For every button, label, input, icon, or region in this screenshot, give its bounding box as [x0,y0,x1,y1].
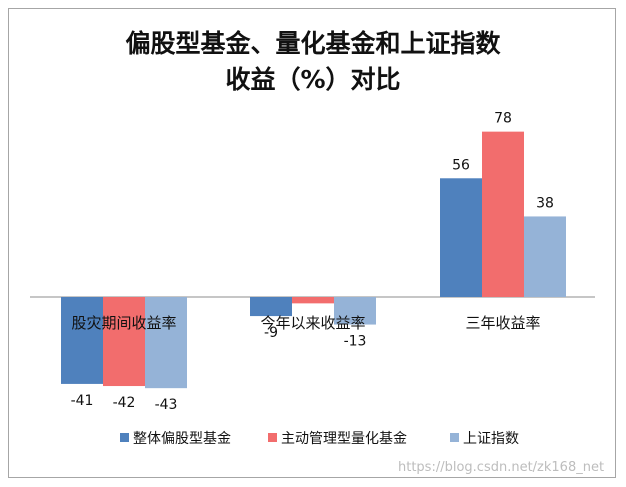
legend-swatch-1 [120,433,129,442]
category-label-1: 股灾期间收益率 [71,314,176,332]
watermark-text: https://blog.csdn.net/zk168_net [398,460,605,475]
data-label-series-2-category-3: 78 [494,111,512,127]
bar-series-2-category-3 [482,131,524,297]
category-label-2: 今年以来收益率 [260,314,365,332]
bar-series-1-category-2 [250,297,292,317]
data-label-series-1-category-3: 56 [452,157,470,173]
legend-swatch-2 [268,433,277,442]
bar-series-3-category-3 [524,216,566,297]
data-label-series-1-category-2: -9 [264,325,278,341]
legend-label-2: 主动管理型量化基金 [281,430,407,447]
bar-series-2-category-2 [292,297,334,304]
chart-title: 偏股型基金、量化基金和上证指数 收益（%）对比 [0,26,626,98]
bar-series-1-category-3 [440,178,482,297]
data-label-series-3-category-1: -43 [155,397,178,413]
bar-series-1-category-1 [61,297,103,384]
legend-label-3: 上证指数 [463,431,519,447]
chart-title-line-2: 收益（%）对比 [225,65,401,94]
bar-series-3-category-1 [145,297,187,389]
data-label-series-2-category-1: -42 [113,395,136,411]
chart-title-line-1: 偏股型基金、量化基金和上证指数 [125,29,501,58]
data-label-series-3-category-2: -13 [344,334,367,350]
bar-series-2-category-1 [103,297,145,387]
legend-swatch-3 [450,433,459,442]
data-label-series-1-category-1: -41 [71,393,94,409]
bar-series-3-category-2 [334,297,376,325]
category-label-3: 三年收益率 [465,314,540,332]
data-label-series-3-category-3: 38 [536,195,554,211]
legend-label-1: 整体偏股型基金 [133,430,231,447]
